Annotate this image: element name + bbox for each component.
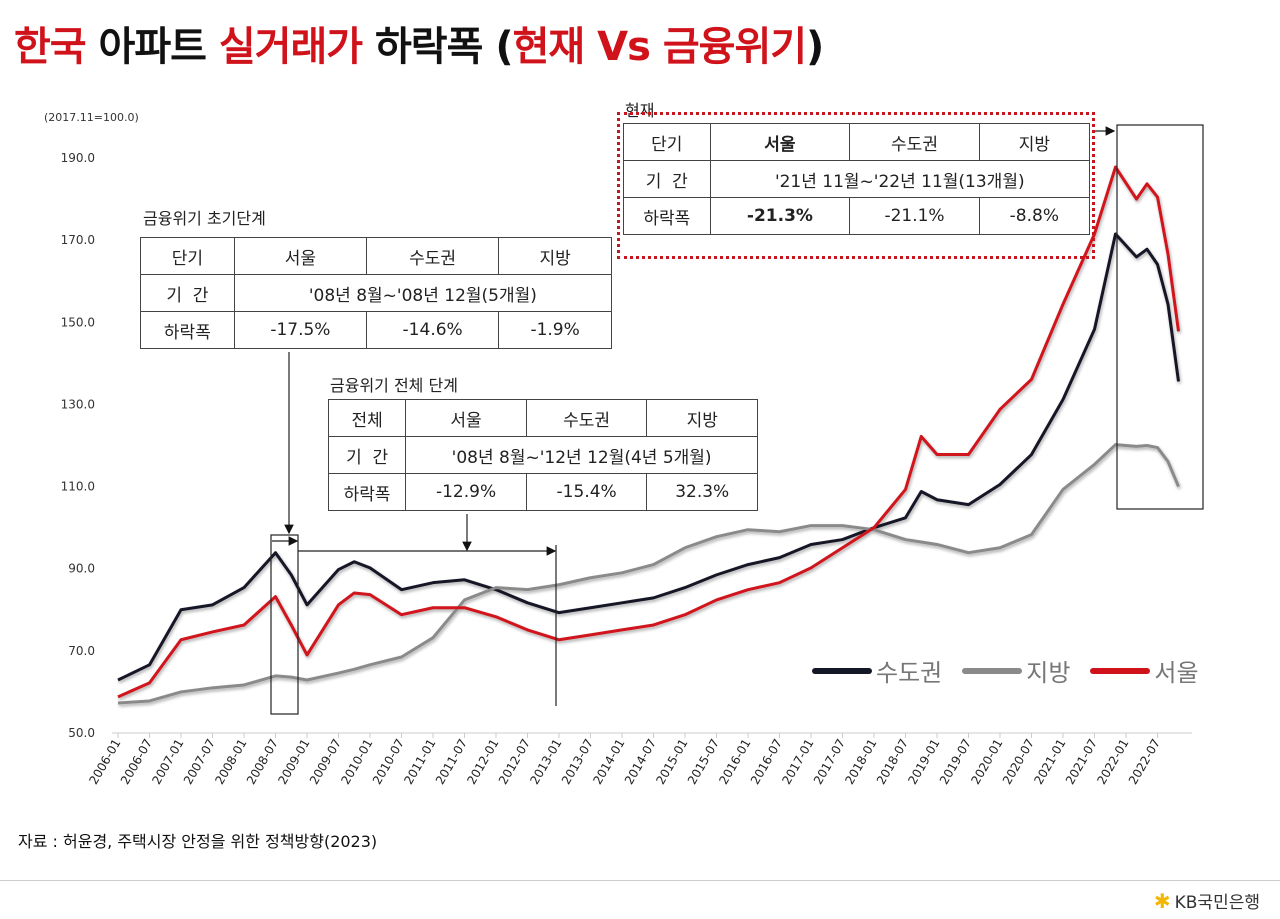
table-header: 지방: [646, 399, 758, 437]
row-label: 하락폭: [327, 473, 407, 511]
drop-cell: -14.6%: [365, 311, 500, 349]
legend-item: 수도권: [812, 653, 942, 688]
chart-legend: 수도권 지방 서울: [812, 653, 1199, 688]
period-cell: '08년 8월~'12년 12월(4년 5개월): [405, 436, 758, 474]
row-label: 하락폭: [140, 311, 235, 349]
table-header: 지방: [498, 237, 612, 275]
annotation-lines: [270, 124, 1204, 715]
y-tick-label: 110.0: [61, 480, 95, 494]
early-crisis-title: 금융위기 초기단계: [143, 209, 266, 228]
title-segment: 현재 Vs 금융위기: [512, 24, 807, 70]
series-line-regional: [117, 443, 1180, 705]
full-crisis-table: 전체 서울 수도권 지방 기 간 '08년 8월~'12년 12월(4년 5개월) 하락…: [327, 399, 758, 511]
y-tick-label: 50.0: [68, 726, 95, 740]
legend-label: 서울: [1154, 659, 1199, 687]
table-header: 단기: [623, 123, 711, 161]
series-line-metro: [117, 232, 1180, 682]
early-crisis-table: 단기 서울 수도권 지방 기 간 '08년 8월~'08년 12월(5개월) 하락폭 -1…: [140, 237, 613, 349]
kb-star-icon: ✱: [1153, 888, 1171, 913]
y-tick-label: 130.0: [61, 397, 95, 411]
drop-cell: -1.9%: [498, 311, 612, 349]
legend-swatch: [812, 667, 872, 674]
legend-item: 서울: [1090, 653, 1199, 688]
row-label: 하락폭: [623, 197, 711, 235]
table-header: 서울: [233, 237, 368, 275]
table-header: 단기: [140, 237, 235, 275]
page-title: 한국 아파트 실거래가 하락폭 (현재 Vs 금융위기): [14, 14, 824, 72]
source-note: 자료 : 허윤경, 주택시장 안정을 위한 정책방향(2023): [18, 832, 378, 851]
table-header: 수도권: [365, 237, 500, 275]
title-segment: 한국: [14, 24, 87, 70]
legend-swatch: [1090, 667, 1151, 674]
divider: [0, 880, 1280, 881]
table-header: 서울: [709, 123, 851, 161]
table-header: 지방: [978, 123, 1091, 161]
title-segment: 아파트: [85, 24, 219, 70]
title-segment: 실거래가: [218, 24, 363, 70]
title-segment: ): [806, 24, 824, 70]
drop-cell: -12.9%: [405, 473, 527, 511]
drop-cell: -8.8%: [978, 197, 1091, 235]
line-chart: (2017.11=100.0) 50.0 70.0 90.0 110.0 130.0 15…: [44, 111, 1204, 787]
drop-cell: -21.3%: [709, 197, 851, 235]
table-header: 수도권: [525, 399, 648, 437]
table-header: 전체: [327, 399, 407, 437]
current-highlight-border: [617, 112, 1095, 259]
y-tick-label: 150.0: [61, 315, 95, 329]
y-tick-label: 90.0: [68, 562, 95, 576]
legend-item: 지방: [962, 653, 1070, 688]
row-label: 기 간: [623, 160, 711, 198]
table-header: 서울: [405, 399, 527, 437]
logo-text: KB국민은행: [1174, 893, 1260, 913]
period-cell: '21년 11월~'22년 11월(13개월): [709, 160, 1091, 198]
y-axis-label: (2017.11=100.0): [44, 111, 139, 124]
y-tick-label: 70.0: [68, 644, 95, 658]
current-period-box: [1116, 124, 1204, 510]
legend-label: 수도권: [876, 659, 943, 687]
legend-swatch: [962, 667, 1023, 674]
legend-label: 지방: [1026, 659, 1071, 687]
crisis-early-box: [270, 534, 299, 715]
y-tick-label: 170.0: [61, 233, 95, 247]
x-tick-label: 2022-07: [1126, 737, 1163, 787]
y-tick-label: 190.0: [61, 151, 95, 165]
kb-logo: ✱ KB국민은행: [1153, 888, 1260, 914]
table-header: 수도권: [849, 123, 980, 161]
row-label: 기 간: [140, 274, 235, 312]
title-segment: 하락폭 (: [362, 24, 514, 70]
full-crisis-title: 금융위기 전체 단계: [330, 376, 458, 395]
period-cell: '08년 8월~'08년 12월(5개월): [233, 274, 613, 312]
drop-cell: -15.4%: [525, 473, 648, 511]
drop-cell: 32.3%: [646, 473, 758, 511]
drop-cell: -21.1%: [849, 197, 980, 235]
row-label: 기 간: [327, 436, 407, 474]
current-title: 현재: [625, 101, 655, 120]
drop-cell: -17.5%: [233, 311, 368, 349]
series-line-seoul: [117, 165, 1180, 699]
current-table: 단기 서울 수도권 지방 기 간 '21년 11월~'22년 11월(13개월) 하락폭…: [623, 123, 1091, 235]
